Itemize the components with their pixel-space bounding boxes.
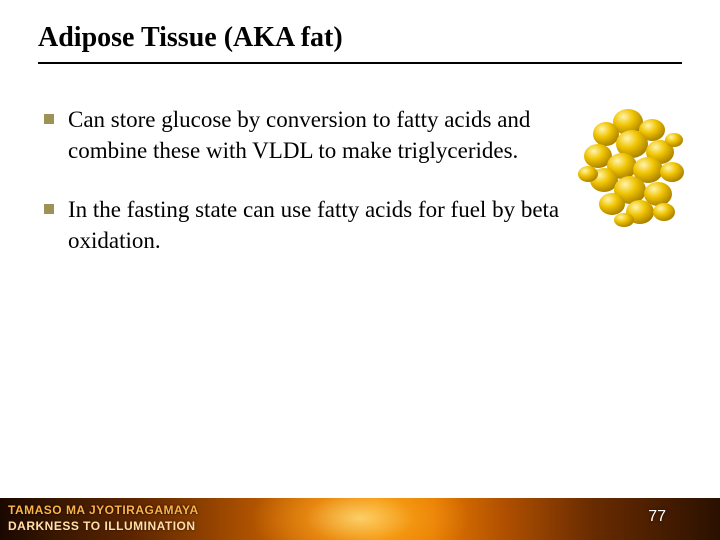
fat-cells-image [570,100,690,230]
bullet-item: In the fasting state can use fatty acids… [44,194,564,256]
bullet-marker-icon [44,114,54,124]
footer-line-2: DARKNESS TO ILLUMINATION [8,518,199,534]
bullet-item: Can store glucose by conversion to fatty… [44,104,564,166]
slide-title: Adipose Tissue (AKA fat) [38,22,682,60]
content-area: Can store glucose by conversion to fatty… [44,104,564,284]
footer-glare [250,498,470,540]
bullet-text: In the fasting state can use fatty acids… [68,194,564,256]
bullet-marker-icon [44,204,54,214]
footer-bar: TAMASO MA JYOTIRAGAMAYA DARKNESS TO ILLU… [0,498,720,540]
slide: Adipose Tissue (AKA fat) Can store gluco… [0,0,720,540]
globule-cluster [578,109,684,227]
title-block: Adipose Tissue (AKA fat) [38,22,682,64]
footer-text: TAMASO MA JYOTIRAGAMAYA DARKNESS TO ILLU… [8,502,199,534]
page-number: 77 [648,508,666,526]
footer-line-1: TAMASO MA JYOTIRAGAMAYA [8,502,199,518]
title-underline [38,62,682,64]
bullet-text: Can store glucose by conversion to fatty… [68,104,564,166]
